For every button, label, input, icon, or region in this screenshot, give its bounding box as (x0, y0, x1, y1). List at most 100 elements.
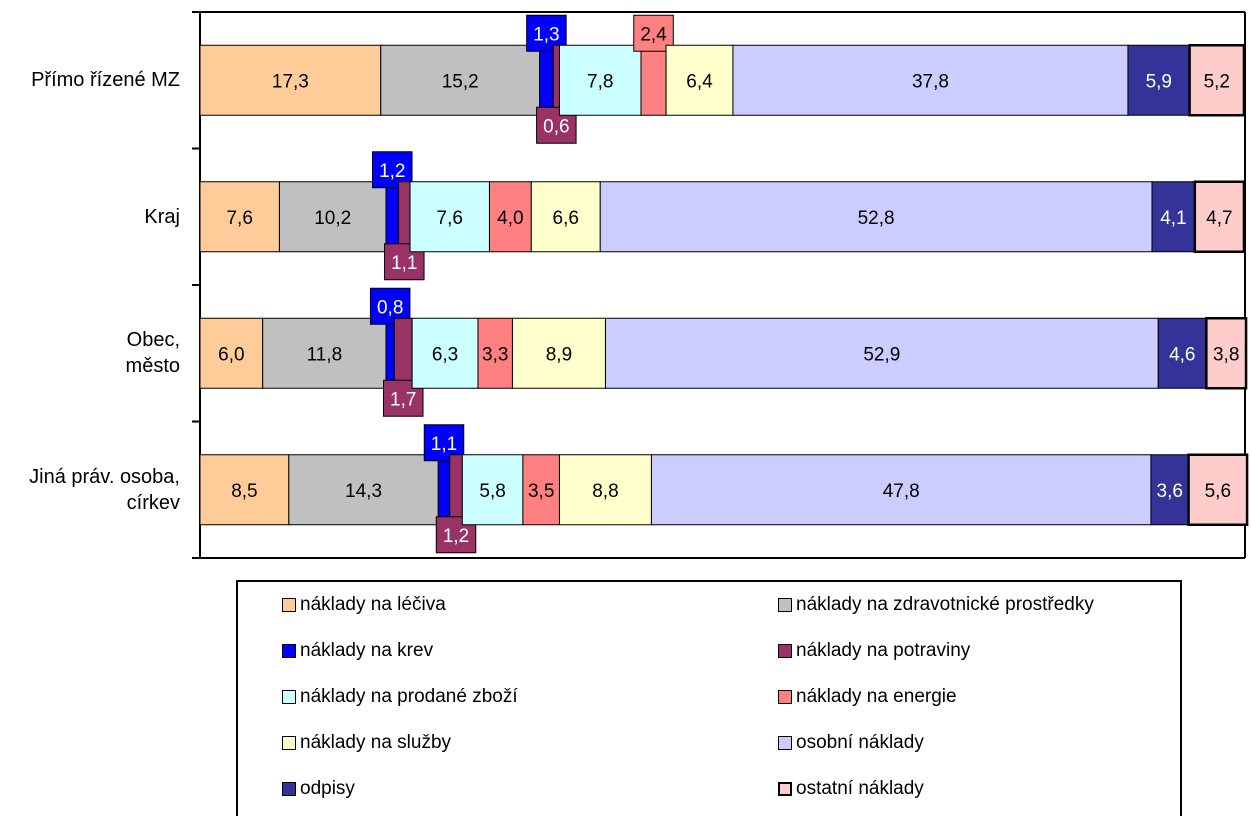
legend-item: náklady na potraviny (778, 640, 970, 662)
data-label: 0,8 (377, 297, 403, 318)
data-label: 1,3 (533, 24, 559, 45)
category-label: Obec, město (125, 329, 180, 378)
legend: náklady na léčiva náklady na zdravotnické… (236, 580, 1182, 816)
data-label: 6,3 (432, 344, 458, 365)
legend-item: osobní náklady (778, 732, 924, 754)
bar-segment (1193, 180, 1246, 253)
bar-segment (604, 317, 1159, 389)
bar-segment (732, 44, 1129, 116)
data-label: 5,9 (1146, 71, 1172, 92)
data-label: 52,9 (863, 344, 900, 365)
data-label: 8,9 (546, 344, 572, 365)
bar-segment (665, 44, 734, 116)
data-label: 1,2 (443, 526, 469, 547)
legend-swatch (778, 736, 792, 750)
data-label: 4,6 (1169, 344, 1195, 365)
data-label: 15,2 (442, 71, 479, 92)
data-label: 5,2 (1204, 71, 1230, 92)
data-label: 4,0 (497, 208, 523, 229)
bar-segment (262, 317, 387, 389)
bar-segment (522, 454, 560, 526)
bar-segment (650, 454, 1152, 526)
bar-segment (558, 44, 642, 116)
bar-segment (552, 44, 560, 116)
data-label: 6,6 (553, 208, 579, 229)
bar-segment (288, 454, 439, 526)
data-label: 0,6 (543, 116, 569, 137)
legend-label: náklady na potraviny (796, 640, 971, 661)
bar-segment (385, 317, 395, 389)
data-label: 1,7 (390, 389, 416, 410)
legend-label: náklady na zdravotnické prostředky (796, 594, 1094, 615)
category-label: Jiná práv. osoba, církev (29, 465, 180, 514)
legend-item: ostatní náklady (778, 778, 924, 800)
legend-label: osobní náklady (796, 732, 924, 753)
legend-item: náklady na služby (282, 732, 451, 754)
bar-segment (199, 317, 264, 389)
data-label: 3,5 (528, 481, 554, 502)
bar-segment (477, 317, 513, 389)
data-label: 5,8 (479, 481, 505, 502)
data-label: 2,4 (640, 24, 667, 45)
bar-segment (1205, 317, 1248, 390)
bar-segment (1150, 454, 1190, 526)
legend-swatch (282, 644, 296, 658)
data-label: 4,1 (1160, 208, 1186, 229)
bar-segment (558, 454, 652, 526)
legend-swatch (778, 782, 792, 796)
data-label-box (384, 243, 425, 281)
data-label: 5,6 (1205, 481, 1231, 502)
data-label: 1,1 (391, 253, 417, 274)
data-label: 52,8 (858, 208, 895, 229)
data-label: 11,8 (307, 344, 343, 365)
bar-segment (385, 181, 400, 253)
category-label: Kraj (144, 205, 180, 228)
legend-label: náklady na služby (300, 732, 452, 753)
legend-swatch (282, 690, 296, 704)
legend-label: ostatní náklady (796, 778, 924, 799)
data-label: 1,1 (431, 434, 457, 455)
bar-segment (409, 181, 490, 253)
data-label: 3,6 (1157, 481, 1183, 502)
category-label: Přímo řízené MZ (31, 69, 180, 92)
data-label: 37,8 (912, 71, 949, 92)
data-label: 47,8 (883, 481, 920, 502)
data-label: 4,7 (1206, 208, 1232, 229)
bar-segment (640, 44, 667, 116)
bar-segment (437, 454, 451, 526)
data-label: 8,5 (231, 481, 257, 502)
bar-segment (380, 44, 541, 116)
data-label: 7,8 (587, 71, 613, 92)
bar-segment (411, 317, 479, 389)
data-label: 1,2 (379, 161, 405, 182)
data-label: 17,3 (272, 71, 309, 92)
data-label: 6,4 (686, 71, 713, 92)
legend-item: náklady na léčiva (282, 594, 446, 616)
legend-label: náklady na energie (796, 686, 957, 707)
legend-swatch (778, 644, 792, 658)
bar-segment (1187, 453, 1249, 526)
data-label: 7,6 (437, 208, 463, 229)
legend-item: náklady na zdravotnické prostředky (778, 594, 1094, 616)
data-label: 8,8 (592, 481, 618, 502)
bar-segment (449, 454, 463, 526)
bar-segment (511, 317, 606, 389)
legend-swatch (282, 598, 296, 612)
bar-segment (539, 44, 554, 116)
data-label: 10,2 (314, 208, 351, 229)
bar-segment (1151, 181, 1196, 253)
bar-segment (199, 454, 290, 526)
data-label: 14,3 (345, 481, 382, 502)
bar-segment (1127, 44, 1191, 116)
legend-label: náklady na krev (300, 640, 434, 661)
bar-segment (461, 454, 524, 526)
legend-swatch (282, 736, 296, 750)
data-label: 3,3 (482, 344, 508, 365)
legend-swatch (778, 690, 792, 704)
data-label: 6,0 (218, 344, 244, 365)
bar-segment (398, 181, 411, 253)
legend-item: náklady na energie (778, 686, 957, 708)
bar-segment (1188, 44, 1246, 117)
legend-swatch (282, 782, 296, 796)
bar-segment (599, 181, 1153, 253)
